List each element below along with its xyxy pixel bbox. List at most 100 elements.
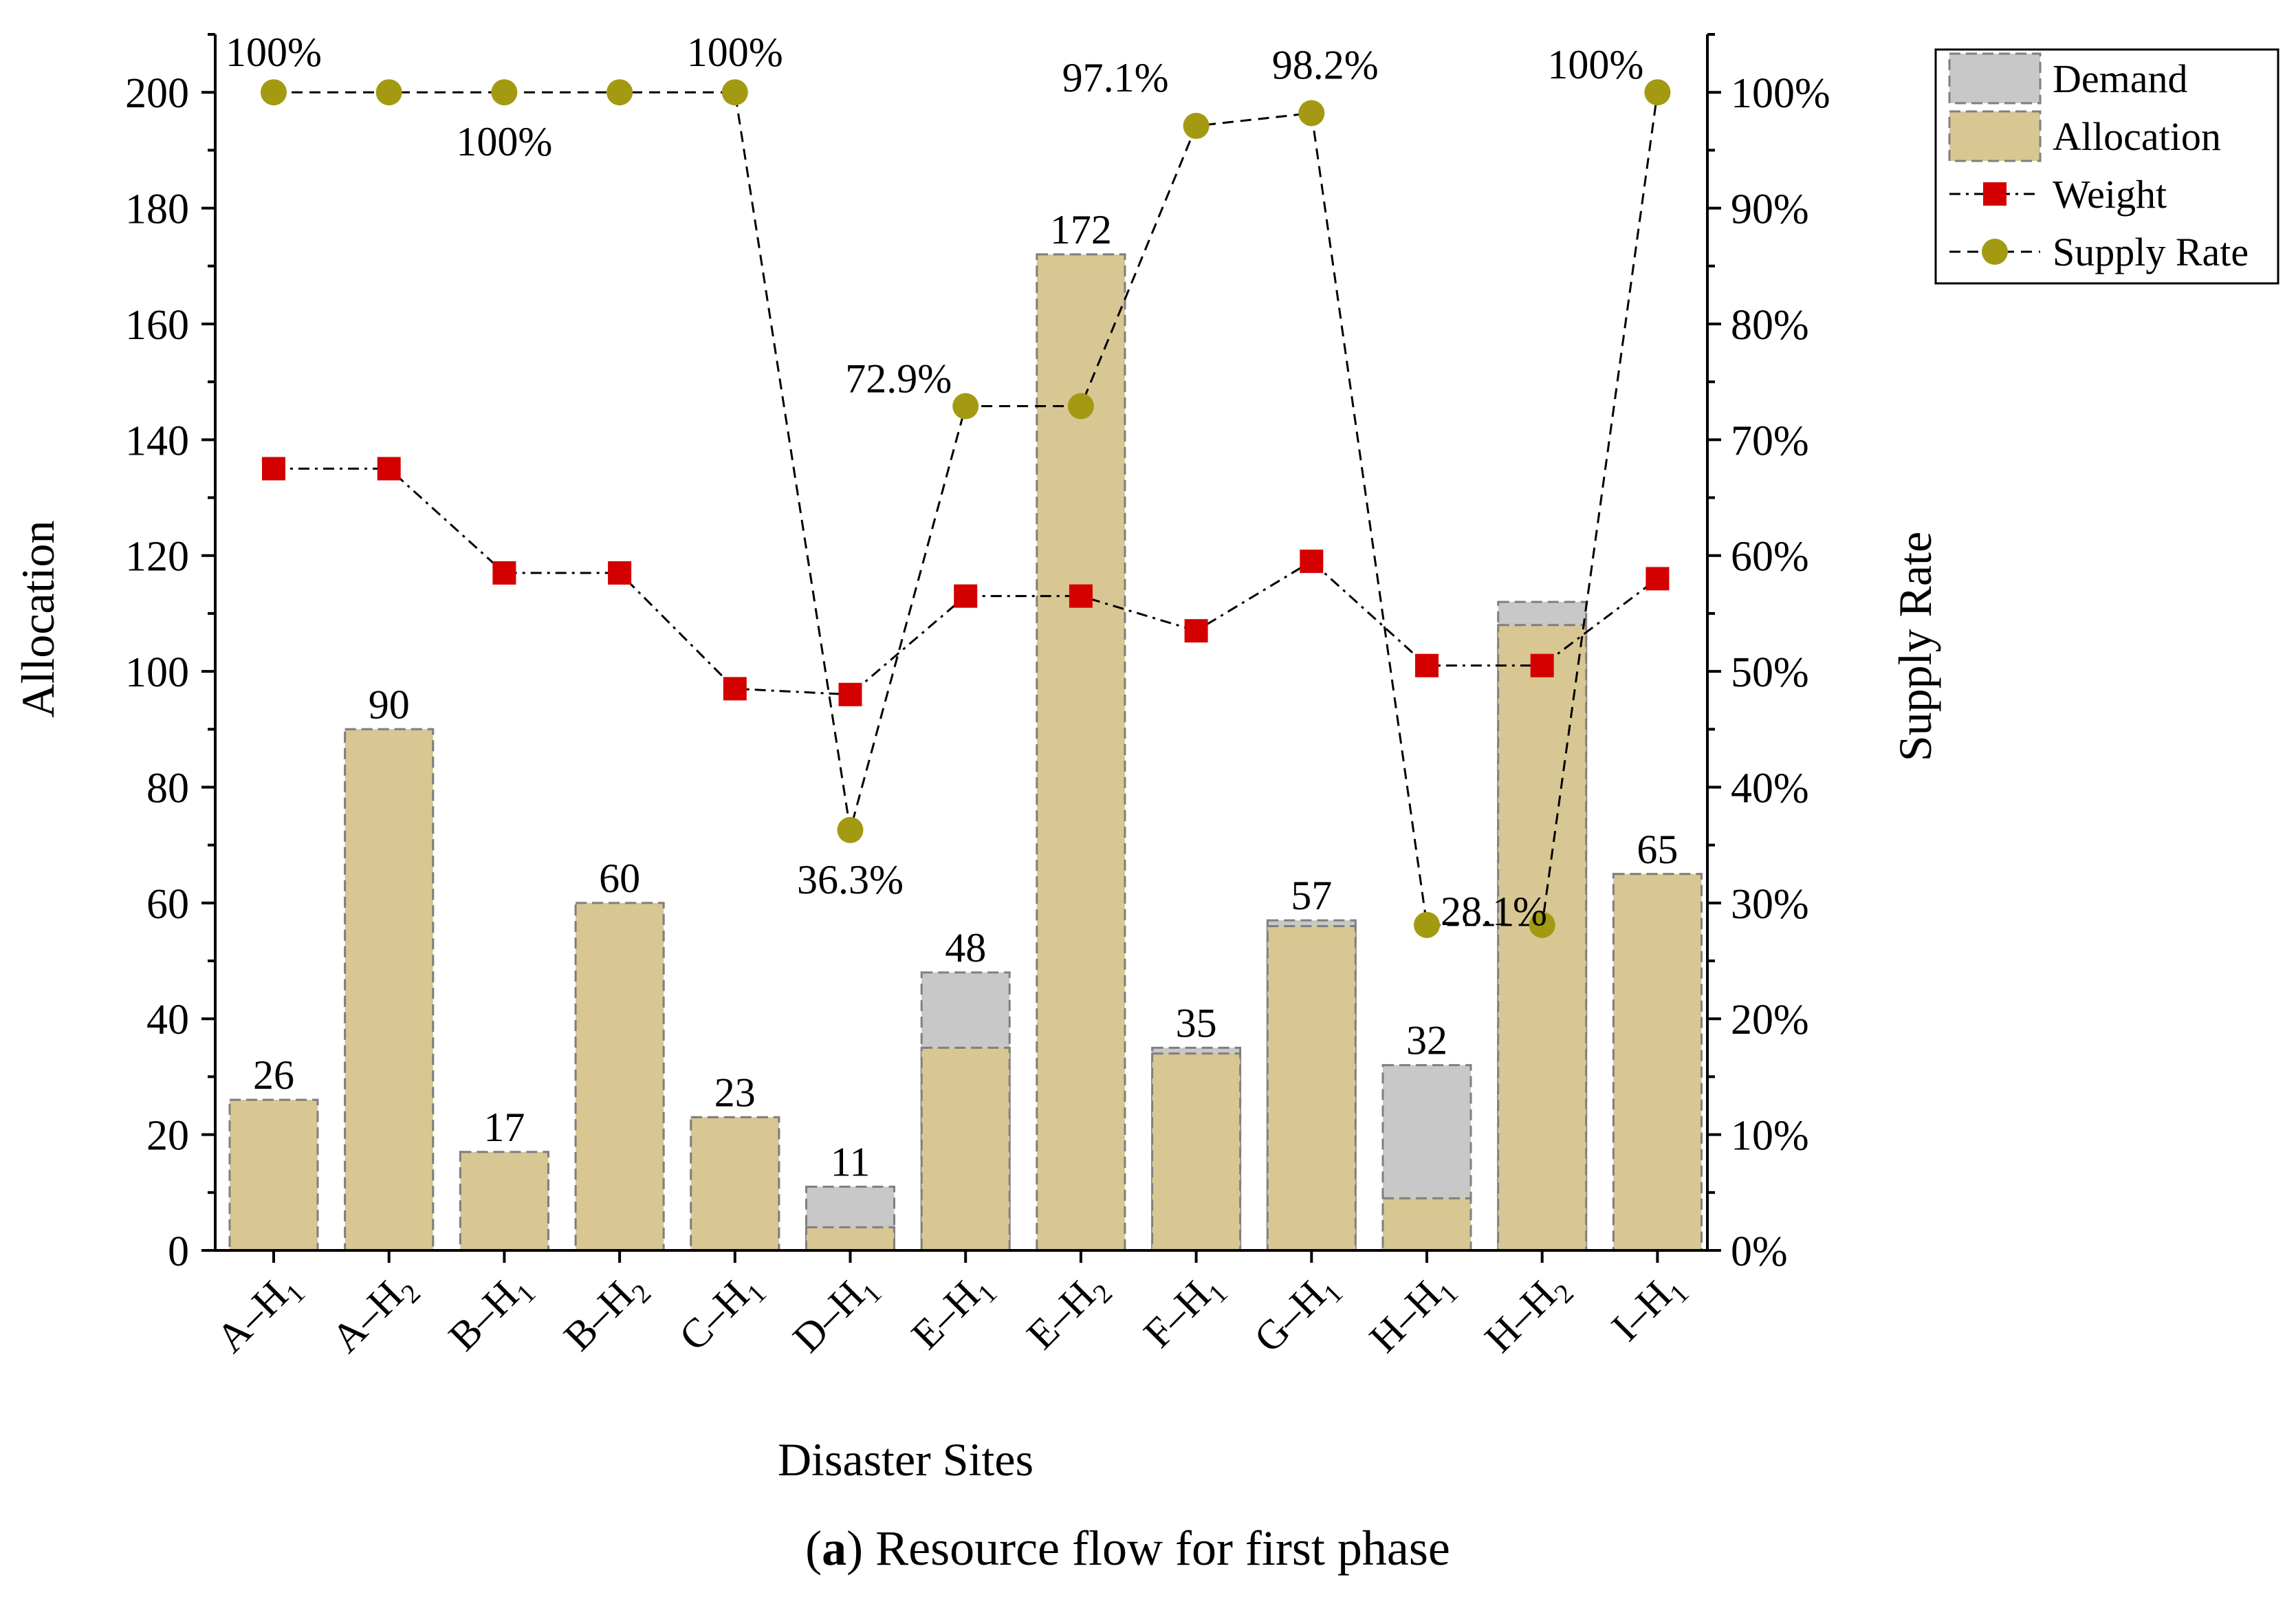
allocation-bar [1151,1052,1242,1252]
supply-rate-label: 98.2% [1272,42,1379,87]
supply-rate-marker [606,79,633,106]
allocation-bar [920,1046,1011,1252]
supply-rate-marker [1183,113,1210,140]
x-tick-label: I–H1 [1603,1263,1695,1355]
caption-text: ) Resource flow for first phase [846,1521,1450,1576]
caption-prefix: ( [805,1521,822,1576]
legend: Demand Allocation Weight Supply Rate [1934,48,2279,285]
y-tick-label: 40 [146,997,189,1043]
allocation-bar [574,902,665,1252]
legend-swatch-demand [1948,52,2042,105]
bar-value-label: 48 [945,925,986,970]
bar-value-label: 11 [831,1139,871,1184]
allocation-bar [344,728,435,1252]
bar-value-label: 60 [599,856,640,901]
allocation-bar [1266,925,1357,1252]
bar-value-label: 32 [1406,1018,1447,1063]
y-tick-label: 200 [125,70,189,117]
allocation-bar [1036,253,1126,1252]
bars-layer [228,253,1703,1252]
supply-rate-series-layer [261,79,1671,938]
x-axis-title: Disaster Sites [778,1433,1034,1486]
supply-rate-marker [837,816,864,843]
x-tick-label: F–H1 [1135,1263,1234,1361]
weight-marker [723,677,747,701]
legend-label: Weight [2053,172,2167,217]
allocation-bar [1381,1197,1472,1252]
y2-tick-label: 30% [1731,881,1809,928]
y2-tick-label: 60% [1731,534,1809,580]
weight-marker [838,682,862,706]
y-tick-label: 180 [125,186,189,233]
x-tick-label: D–H1 [784,1263,887,1366]
supply-rate-marker [1414,911,1440,938]
legend-label: Demand [2053,56,2188,101]
weight-marker [1184,619,1208,643]
x-tick-label: B–H2 [555,1263,657,1365]
figure-caption: (a) Resource flow for first phase [805,1521,1450,1576]
y-tick-label: 80 [146,765,189,812]
x-tick-label: B–H1 [440,1263,542,1365]
x-tick-label: E–H2 [1018,1263,1119,1363]
bar-value-label: 172 [1050,207,1112,252]
y2-tick-label: 10% [1731,1113,1809,1160]
weight-marker [1530,653,1554,677]
supply-rate-label: 36.3% [797,857,904,902]
y2-tick-label: 50% [1731,649,1809,696]
x-tick-label: H–H1 [1361,1263,1464,1366]
y2-tick-label: 70% [1731,417,1809,464]
y-tick-label: 100 [125,649,189,696]
allocation-bar [459,1151,549,1252]
y-axis-title: Allocation [12,520,64,717]
caption-label: a [822,1521,846,1576]
legend-swatch-allocation [1948,110,2042,162]
allocation-bar [805,1226,895,1252]
y-tick-label: 160 [125,302,189,349]
data-labels-layer: 26 90 17 60 23 11 48 172 35 57 32 65 100% 100% 100% 36.… [226,30,1678,1184]
legend-marker-weight [1983,182,2007,206]
supply-rate-marker [1529,911,1555,938]
weight-marker [377,457,401,481]
supply-rate-marker [1644,79,1671,106]
y-tick-label: 60 [146,881,189,928]
bar-value-label: 65 [1637,827,1678,872]
supply-rate-line [274,91,1659,926]
y-tick-label: 140 [125,417,189,464]
weight-marker [1646,567,1670,591]
supply-rate-label: 100% [1547,42,1643,87]
x-tick-label: E–H1 [903,1263,1003,1363]
supply-rate-label: 100% [456,119,552,164]
supply-rate-marker [952,393,979,420]
y2-axis-title: Supply Rate [1889,532,1941,761]
supply-rate-marker [1067,393,1094,420]
bar-value-label: 35 [1176,1000,1217,1045]
legend-label: Allocation [2053,114,2221,159]
supply-rate-marker [1298,100,1325,127]
legend-marker-supply-rate [1982,239,2008,265]
x-tick-label: G–H1 [1245,1263,1348,1366]
supply-rate-label: 100% [226,30,322,75]
bar-value-label: 17 [483,1105,525,1150]
bar-value-label: 26 [253,1052,294,1098]
supply-rate-label: 97.1% [1062,55,1169,100]
weight-marker [608,561,632,585]
weight-marker [492,561,516,585]
allocation-bar [690,1116,780,1252]
supply-rate-marker [721,79,748,106]
weight-marker [262,457,285,481]
weight-series-layer [262,457,1670,706]
x-tick-label: H–H2 [1476,1263,1579,1366]
supply-rate-label: 72.9% [845,356,952,402]
x-tick-label: C–H1 [670,1263,772,1365]
y2-tick-label: 40% [1731,765,1809,812]
allocation-bar [1612,873,1703,1252]
y2-tick-label: 0% [1731,1228,1788,1275]
weight-marker [1415,653,1439,677]
weight-line [274,467,1659,696]
y-tick-label: 20 [146,1113,189,1160]
supply-rate-marker [375,79,402,106]
y-tick-label: 120 [125,534,189,580]
allocation-bar [228,1098,319,1252]
